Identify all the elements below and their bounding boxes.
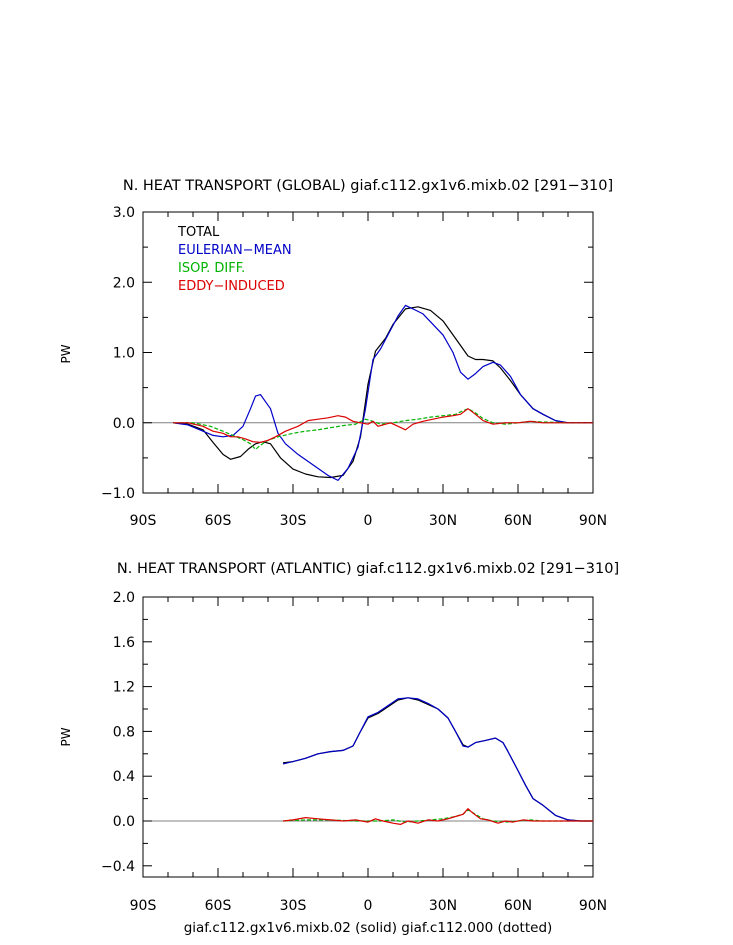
atlantic-heat-transport-chart: N. HEAT TRANSPORT (ATLANTIC) giaf.c112.g… — [59, 561, 619, 936]
y-tick-label: 1.0 — [113, 346, 135, 362]
x-tick-label: 60N — [504, 513, 532, 529]
x-tick-label: 60N — [504, 898, 532, 914]
y-tick-label: 0.4 — [113, 769, 135, 785]
x-tick-label: 0 — [364, 513, 373, 529]
series-line-eddy-induced — [173, 408, 593, 443]
series-line-isop-diff- — [173, 408, 593, 450]
x-tick-label: 30S — [280, 513, 307, 529]
y-tick-label: −1.0 — [101, 486, 135, 502]
global-axis-ticks: 90S 60S 30S 0 30N 60N 90N −1.0 0.0 1.0 2.0 3.0 — [101, 205, 607, 529]
atlantic-chart-title: N. HEAT TRANSPORT (ATLANTIC) giaf.c112.g… — [117, 561, 619, 577]
series-line-total — [172, 306, 593, 479]
series-line-eddy-induced — [282, 808, 593, 826]
x-tick-label: 30N — [429, 898, 457, 914]
y-tick-label: 0.8 — [113, 724, 135, 740]
x-tick-label: 90N — [579, 898, 607, 914]
atlantic-axis-ticks: 90S 60S 30S 0 30N 60N 90N −0.4 0.0 0.4 0.8 1.2 1.6 2.… — [101, 590, 607, 914]
global-chart-title: N. HEAT TRANSPORT (GLOBAL) giaf.c112.gx1… — [123, 178, 613, 194]
y-tick-label: 1.6 — [113, 635, 135, 651]
atlantic-series — [282, 697, 593, 826]
global-y-axis-label: PW — [59, 344, 73, 363]
atlantic-plot-frame — [142, 596, 594, 878]
y-tick-label: 0.0 — [113, 814, 135, 830]
series-line-total — [282, 697, 593, 822]
y-tick-label: −0.4 — [101, 859, 135, 875]
global-series — [172, 304, 593, 481]
legend-isop-diff: ISOP. DIFF. — [178, 261, 245, 276]
legend-total: TOTAL — [177, 225, 220, 240]
series-line-eulerian-mean — [172, 304, 593, 481]
legend-eddy-induced: EDDY−INDUCED — [178, 279, 285, 294]
x-tick-label: 60S — [205, 513, 232, 529]
x-tick-label: 90N — [579, 513, 607, 529]
x-tick-label: 0 — [364, 898, 373, 914]
x-tick-label: 90S — [130, 513, 157, 529]
series-line-eulerian-mean — [282, 697, 593, 822]
x-tick-label: 30S — [280, 898, 307, 914]
x-tick-label: 60S — [205, 898, 232, 914]
legend-eulerian-mean: EULERIAN−MEAN — [178, 243, 292, 258]
x-tick-label: 90S — [130, 898, 157, 914]
y-tick-label: 2.0 — [113, 590, 135, 606]
y-tick-label: 0.0 — [113, 416, 135, 432]
global-heat-transport-chart: N. HEAT TRANSPORT (GLOBAL) giaf.c112.gx1… — [59, 178, 613, 529]
y-tick-label: 1.2 — [113, 680, 135, 696]
y-tick-label: 2.0 — [113, 275, 135, 291]
y-tick-label: 3.0 — [113, 205, 135, 221]
atlantic-x-axis-label: giaf.c112.gx1v6.mixb.02 (solid) giaf.c11… — [184, 920, 553, 936]
global-legend: TOTAL EULERIAN−MEAN ISOP. DIFF. EDDY−IND… — [177, 225, 292, 294]
atlantic-y-axis-label: PW — [59, 727, 73, 746]
x-tick-label: 30N — [429, 513, 457, 529]
